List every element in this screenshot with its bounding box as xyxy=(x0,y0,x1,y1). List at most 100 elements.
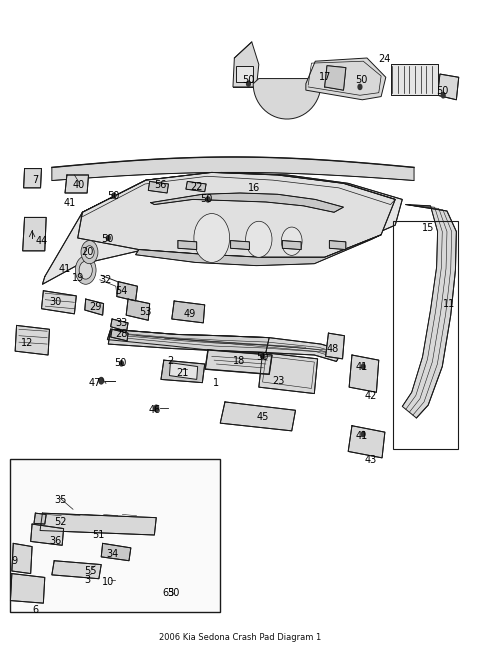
Text: 29: 29 xyxy=(89,302,101,312)
Polygon shape xyxy=(110,319,128,331)
Text: 32: 32 xyxy=(100,275,112,285)
Text: 53: 53 xyxy=(139,307,151,317)
Text: 45: 45 xyxy=(256,412,269,422)
Text: 23: 23 xyxy=(272,376,285,386)
Text: 2006 Kia Sedona Crash Pad Diagram 1: 2006 Kia Sedona Crash Pad Diagram 1 xyxy=(159,634,321,642)
Circle shape xyxy=(177,589,181,594)
Circle shape xyxy=(281,227,302,255)
Polygon shape xyxy=(65,175,88,193)
Text: 63: 63 xyxy=(162,588,175,598)
Circle shape xyxy=(247,81,251,87)
Polygon shape xyxy=(15,325,49,355)
Text: 47: 47 xyxy=(89,378,101,388)
Text: 1: 1 xyxy=(213,378,218,388)
Polygon shape xyxy=(24,169,41,188)
Text: 2: 2 xyxy=(167,356,173,367)
Text: 18: 18 xyxy=(233,356,245,367)
Circle shape xyxy=(154,405,158,411)
Circle shape xyxy=(246,221,272,257)
Polygon shape xyxy=(349,355,379,392)
Circle shape xyxy=(107,236,110,241)
Text: 3: 3 xyxy=(84,575,90,585)
Polygon shape xyxy=(42,173,402,284)
Polygon shape xyxy=(40,513,156,535)
Polygon shape xyxy=(438,74,459,100)
Bar xyxy=(391,64,438,95)
Polygon shape xyxy=(151,193,344,213)
Text: 24: 24 xyxy=(379,54,391,64)
Text: 34: 34 xyxy=(106,549,118,560)
Text: 50: 50 xyxy=(256,352,269,362)
Polygon shape xyxy=(236,66,253,83)
Text: 49: 49 xyxy=(183,309,195,319)
Polygon shape xyxy=(169,363,198,379)
Polygon shape xyxy=(31,524,63,545)
Polygon shape xyxy=(108,329,343,361)
Text: 50: 50 xyxy=(107,191,119,201)
Circle shape xyxy=(194,214,229,262)
Circle shape xyxy=(187,369,192,375)
Polygon shape xyxy=(306,58,386,100)
Text: 41: 41 xyxy=(63,197,76,208)
Circle shape xyxy=(358,85,362,89)
Circle shape xyxy=(79,261,92,279)
Polygon shape xyxy=(52,561,101,579)
Text: 22: 22 xyxy=(191,182,203,192)
Text: 41: 41 xyxy=(59,264,71,274)
Polygon shape xyxy=(220,402,296,431)
Text: 17: 17 xyxy=(319,72,332,82)
Circle shape xyxy=(120,361,123,366)
Circle shape xyxy=(112,193,116,198)
Text: 56: 56 xyxy=(154,180,166,190)
Text: 50: 50 xyxy=(167,588,180,598)
Polygon shape xyxy=(186,182,206,192)
Circle shape xyxy=(99,377,104,384)
Text: 19: 19 xyxy=(72,273,84,283)
Text: 6: 6 xyxy=(32,605,38,615)
Polygon shape xyxy=(110,329,128,341)
Bar xyxy=(11,459,220,612)
Polygon shape xyxy=(233,42,259,87)
Circle shape xyxy=(75,256,96,284)
Polygon shape xyxy=(205,350,272,375)
Polygon shape xyxy=(259,352,318,394)
Text: 54: 54 xyxy=(115,286,128,296)
Text: 41: 41 xyxy=(355,431,368,441)
Text: 33: 33 xyxy=(115,318,128,328)
Text: 50: 50 xyxy=(355,75,368,85)
Polygon shape xyxy=(161,360,204,382)
Polygon shape xyxy=(85,299,104,315)
Polygon shape xyxy=(78,173,395,257)
Text: 15: 15 xyxy=(422,223,434,234)
Text: 10: 10 xyxy=(102,577,114,587)
Polygon shape xyxy=(148,182,168,193)
Text: 41: 41 xyxy=(355,361,368,371)
Text: 21: 21 xyxy=(177,368,189,378)
Text: 28: 28 xyxy=(115,329,128,339)
Polygon shape xyxy=(325,333,345,359)
Text: 50: 50 xyxy=(242,75,255,85)
Circle shape xyxy=(85,246,94,258)
Polygon shape xyxy=(101,543,131,561)
Text: 50: 50 xyxy=(200,194,212,205)
Circle shape xyxy=(87,573,90,578)
Polygon shape xyxy=(81,173,395,217)
Polygon shape xyxy=(282,241,301,249)
Text: 51: 51 xyxy=(92,530,104,540)
Text: 16: 16 xyxy=(248,183,260,193)
Text: 44: 44 xyxy=(36,236,48,246)
Polygon shape xyxy=(172,301,204,323)
Circle shape xyxy=(180,369,185,375)
Circle shape xyxy=(168,589,171,594)
Text: 30: 30 xyxy=(49,297,62,307)
Polygon shape xyxy=(230,241,250,249)
Text: 36: 36 xyxy=(49,537,62,546)
Text: 46: 46 xyxy=(148,405,160,415)
Circle shape xyxy=(81,241,98,264)
Text: 12: 12 xyxy=(21,338,34,348)
Text: 20: 20 xyxy=(81,247,93,257)
Polygon shape xyxy=(178,241,197,249)
Circle shape xyxy=(107,577,110,583)
Polygon shape xyxy=(135,235,381,266)
Polygon shape xyxy=(11,573,45,603)
